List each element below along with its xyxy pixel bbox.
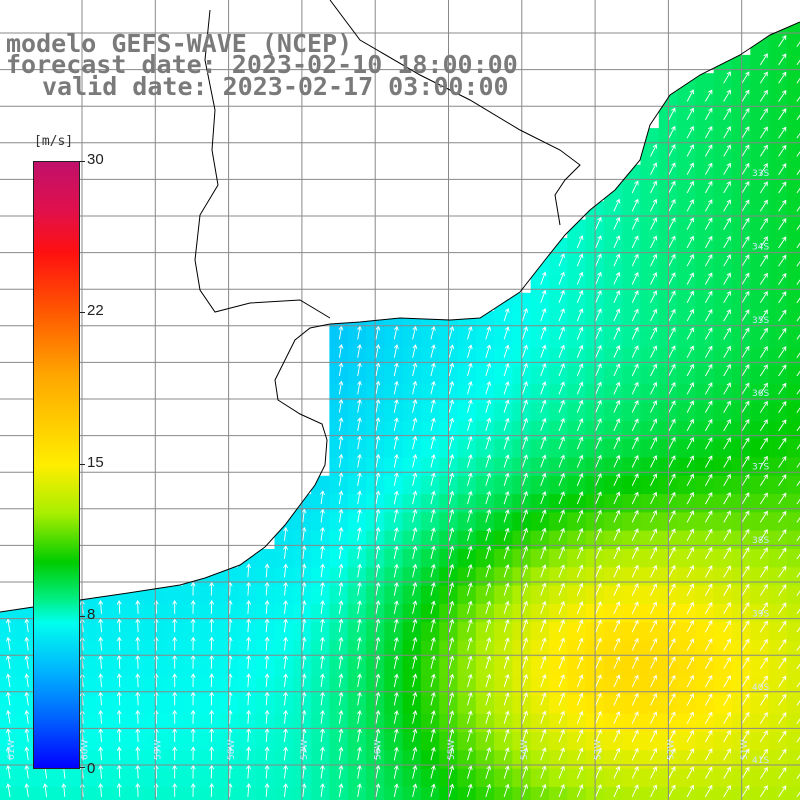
colorbar xyxy=(33,161,80,769)
latitude-label: 34S xyxy=(752,242,769,252)
longitude-label: 58W xyxy=(227,740,237,760)
latitude-label: 33S xyxy=(752,169,769,179)
colorbar-tick-label: 8 xyxy=(87,606,96,623)
colorbar-tickmark xyxy=(79,616,85,617)
longitude-label: 56W xyxy=(374,740,384,760)
latitude-label: 38S xyxy=(752,536,769,546)
longitude-label: 55W xyxy=(447,740,457,760)
colorbar-tickmark xyxy=(79,464,85,465)
longitude-label: 52W xyxy=(667,740,677,760)
colorbar-tick-label: 0 xyxy=(87,760,96,777)
colorbar-tickmark xyxy=(79,312,85,313)
latitude-label: 40S xyxy=(752,683,769,693)
longitude-label: 59W xyxy=(154,740,164,760)
longitude-label: 51W xyxy=(740,740,750,760)
longitude-label: 54W xyxy=(520,740,530,760)
longitude-label: 60W xyxy=(80,740,90,760)
forecast-date: forecast date: 2023-02-10 18:00:00 xyxy=(6,50,518,79)
land-mask xyxy=(0,0,800,612)
colorbar-tickmark xyxy=(79,161,85,162)
colorbar-tick-label: 30 xyxy=(87,151,104,168)
latitude-labels: 33S 34S 35S 36S 37S 38S 39S 40S 41S xyxy=(752,169,769,766)
wind-speed-cells xyxy=(0,18,800,800)
colorbar-tickmark xyxy=(79,767,85,768)
latitude-label: 39S xyxy=(752,609,769,619)
longitude-label: 57W xyxy=(300,740,310,760)
colorbar-unit: [m/s] xyxy=(34,134,74,149)
coastline xyxy=(0,0,800,613)
longitude-label: 61W xyxy=(7,740,17,760)
latitude-label: 37S xyxy=(752,463,769,473)
wind-arrows xyxy=(5,35,800,798)
longitude-label: 53W xyxy=(593,740,603,760)
colorbar-tick-label: 15 xyxy=(87,454,104,471)
longitude-labels: 61W 60W 59W 58W 57W 56W 55W 54W 53W 52W 51W xyxy=(7,740,750,760)
model-title: modelo GEFS-WAVE (NCEP) xyxy=(6,29,353,58)
latitude-label: 41S xyxy=(752,756,769,766)
latitude-label: 35S xyxy=(752,316,769,326)
colorbar-tick-label: 22 xyxy=(87,302,104,319)
latitude-label: 36S xyxy=(752,389,769,399)
valid-date: valid date: 2023-02-17 03:00:00 xyxy=(42,72,509,101)
